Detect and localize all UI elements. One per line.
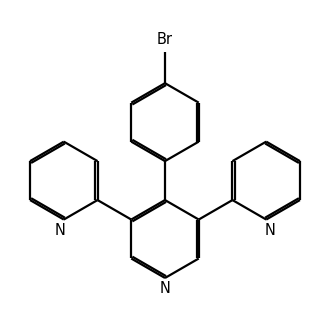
Text: N: N (54, 223, 65, 238)
Text: N: N (265, 223, 276, 238)
Text: N: N (160, 281, 170, 296)
Text: Br: Br (157, 32, 173, 47)
